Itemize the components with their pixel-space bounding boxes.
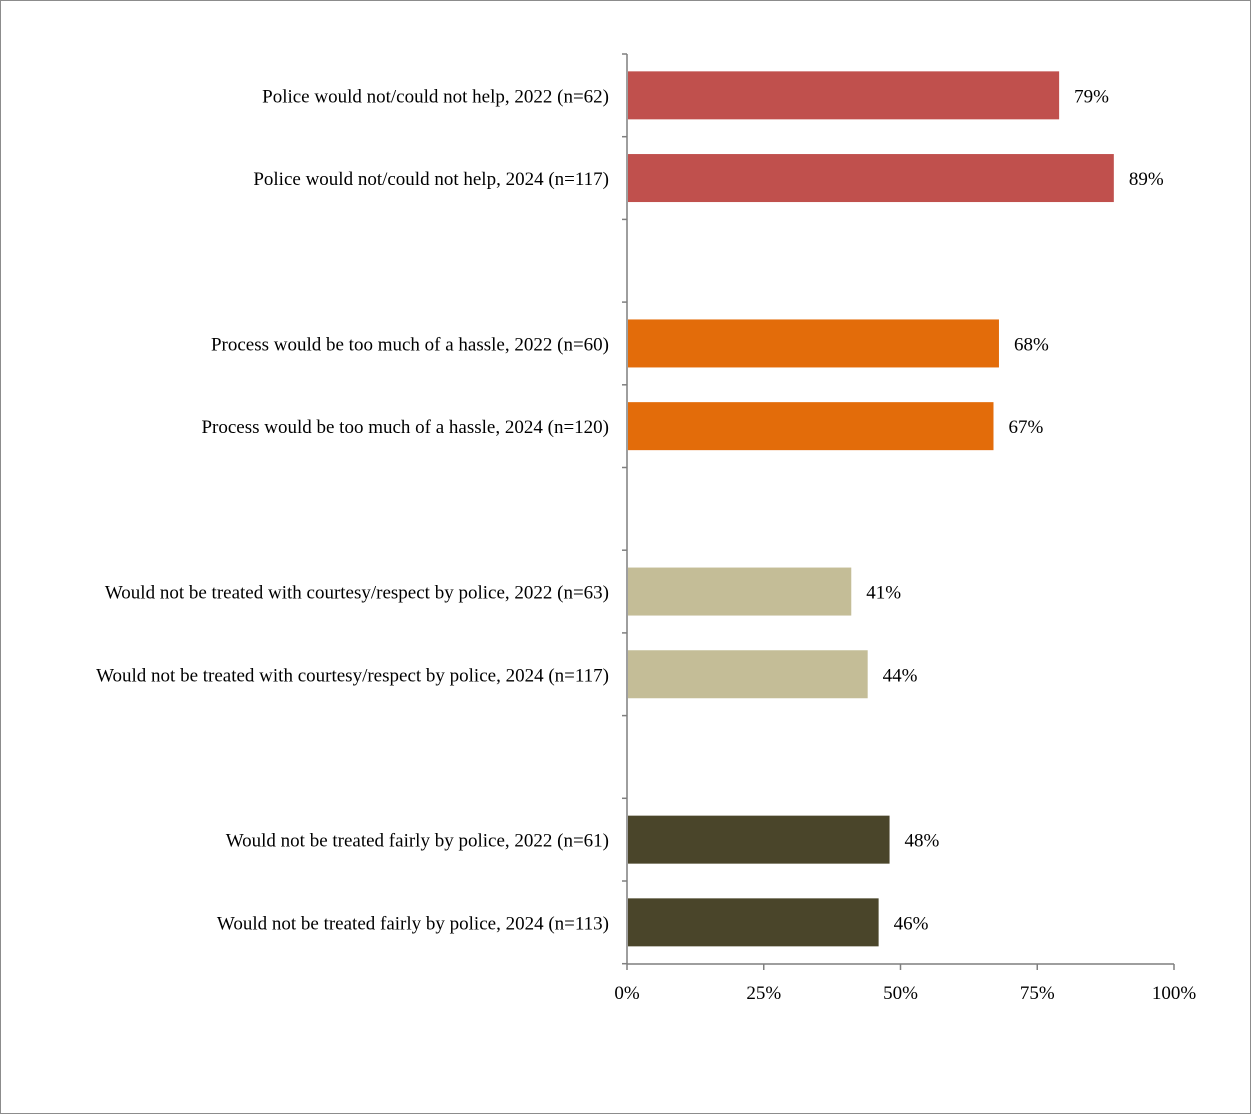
x-tick-label: 0%	[614, 983, 640, 1004]
category-label: Would not be treated fairly by police, 2…	[217, 913, 609, 934]
bar	[628, 154, 1114, 203]
x-tick-label: 100%	[1152, 983, 1197, 1004]
category-label: Would not be treated with courtesy/respe…	[96, 665, 609, 686]
bar	[628, 71, 1060, 120]
data-label: 46%	[894, 913, 929, 934]
x-tick-label: 25%	[746, 983, 781, 1004]
data-label: 67%	[1008, 417, 1043, 438]
data-label: 48%	[905, 831, 940, 852]
category-label: Process would be too much of a hassle, 2…	[211, 334, 609, 355]
category-label: Police would not/could not help, 2022 (n…	[262, 86, 609, 107]
category-label: Would not be treated with courtesy/respe…	[105, 583, 609, 604]
data-label: 44%	[883, 665, 918, 686]
data-label: 89%	[1129, 169, 1164, 190]
bar	[628, 402, 994, 451]
category-label: Police would not/could not help, 2024 (n…	[253, 169, 609, 190]
category-label: Process would be too much of a hassle, 2…	[201, 417, 609, 438]
category-label: Would not be treated fairly by police, 2…	[226, 831, 609, 852]
bar	[628, 650, 868, 699]
bar	[628, 319, 999, 368]
bar	[628, 567, 852, 616]
data-label: 41%	[866, 583, 901, 604]
data-label: 68%	[1014, 334, 1049, 355]
x-tick-label: 75%	[1020, 983, 1055, 1004]
bar	[628, 815, 890, 864]
data-label: 79%	[1074, 86, 1109, 107]
bar	[628, 898, 879, 947]
x-tick-label: 50%	[883, 983, 918, 1004]
